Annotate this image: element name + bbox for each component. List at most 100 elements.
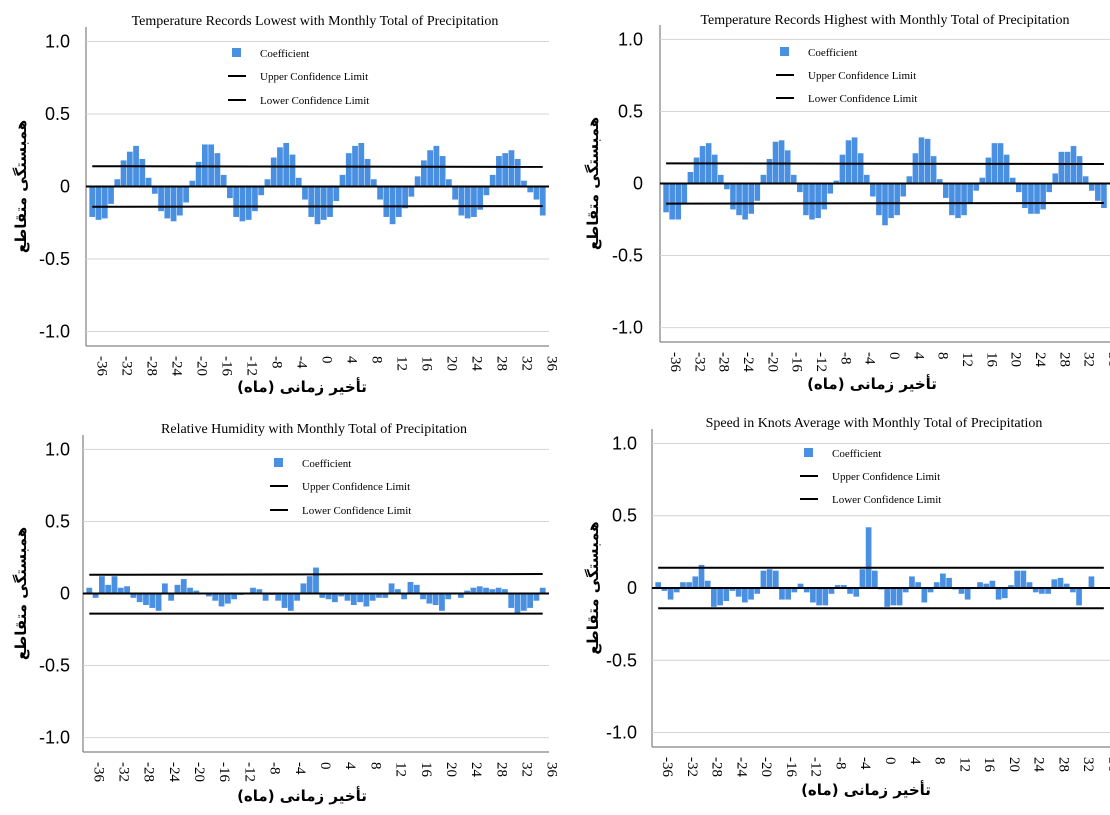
coefficient-bar [995,588,1002,600]
coefficient-bar [446,179,452,187]
coefficient-bar [224,593,231,604]
coefficient-bar [863,174,870,184]
coefficient-bar [1057,577,1064,588]
coefficient-bar [520,593,527,611]
x-tick-label: -24 [740,352,756,372]
x-tick-label: 20 [1006,757,1022,772]
coefficient-bar [195,161,202,187]
coefficient-bar [1020,570,1027,588]
legend-label: Coefficient [260,48,309,60]
x-tick-label: 4 [910,352,926,360]
coefficient-bar [527,593,534,608]
coefficient-bar [845,140,852,184]
coefficient-bar [673,588,680,593]
coefficient-bar [797,583,804,588]
x-tick-label: -32 [684,757,700,777]
coefficient-bar [955,183,961,219]
coefficient-bar [888,183,894,219]
y-tick-label: 0 [627,578,637,598]
coefficient-bar [859,569,866,588]
coefficient-bar [784,150,791,184]
y-axis-label: همبستگی متقاطع [12,120,30,253]
coefficient-bar [339,174,346,187]
legend-swatch-coefficient [232,48,241,57]
coefficient-bar [170,186,177,222]
x-tick-label: -12 [808,757,824,777]
coefficient-bar [924,138,931,184]
coefficient-bar [130,593,137,598]
coefficient-bar [1022,183,1028,208]
y-tick-label: -0.5 [612,246,643,266]
coefficient-bar [108,186,114,204]
coefficient-bar [320,186,327,220]
coefficient-bar [909,576,915,588]
chart-title: Speed in Knots Average with Monthly Tota… [706,416,1043,431]
coefficient-bar [816,588,822,606]
coefficient-bar [164,186,171,219]
coefficient-bar [314,186,321,225]
y-tick-label: 1.0 [618,29,643,49]
x-tick-label: 16 [981,757,997,773]
coefficient-bar [1051,579,1058,588]
coefficient-bar [1003,154,1010,184]
coefficient-bar [364,158,371,187]
coefficient-bar [256,589,263,594]
coefficient-bar [729,588,736,591]
coefficient-bar [675,183,682,220]
coefficient-bar [1009,177,1016,184]
coefficient-bar [151,186,158,194]
coefficient-bar [1063,583,1070,588]
coefficient-bar [669,183,675,220]
legend-label: Upper Confidence Limit [808,70,916,82]
coefficient-bar [871,570,878,588]
coefficient-bar [785,588,792,600]
coefficient-bar [174,584,181,594]
coefficient-bar [790,174,797,184]
coefficient-bar [766,159,773,184]
coefficient-bar [900,183,907,197]
coefficient-bar [778,140,785,184]
coefficient-bar [865,527,872,588]
coefficient-bar [502,153,509,187]
coefficient-bar [457,593,464,598]
coefficient-bar [313,567,319,594]
coefficient-bar [407,581,414,594]
coefficient-bar [857,153,864,184]
coefficient-bar [508,150,515,187]
coefficient-bar [458,186,465,216]
coefficient-bar [1082,176,1089,184]
coefficient-bar [489,589,496,594]
x-axis-label: تأخیر زمانی (ماه) [237,377,367,396]
coefficient-bar [420,160,427,187]
coefficient-bar [979,177,986,184]
coefficient-bar [161,583,168,594]
upper-confidence-line [666,162,1104,166]
x-tick-label: -36 [667,352,683,372]
coefficient-bar [977,582,983,588]
coefficient-bar [401,593,408,600]
coefficient-bar [92,593,99,598]
coefficient-bar [402,186,408,209]
coefficient-bar [748,588,754,600]
x-tick-label: 36 [544,356,560,372]
coefficient-bar [470,587,477,594]
x-tick-label: -12 [813,352,829,372]
chart-title: Relative Humidity with Monthly Total of … [161,422,467,437]
x-tick-label: -36 [659,757,675,777]
coefficient-bar [476,586,483,594]
coefficient-bar [828,588,835,594]
coefficient-bar [464,186,471,219]
coefficient-bar [471,186,477,217]
y-tick-label: 1.0 [45,439,70,459]
y-axis-label: همبستگی متقاطع [584,521,602,654]
coefficient-bar [973,183,980,191]
coefficient-bar [231,593,238,600]
coefficient-bar [427,150,433,187]
lower-confidence-line [666,201,1104,205]
coefficient-bar [754,588,761,594]
chart-panel-1: 1.0 0.5 0 -0.5 -1.0 -36 -32 -28 -24 -20 -16 -12 -8 -4… [12,14,560,396]
coefficient-bar [432,593,439,606]
lower-confidence-line [92,205,543,208]
coefficient-bar [896,588,903,606]
chart-panel-2: 1.0 0.5 0 -0.5 -1.0 -36 -32 -28 -24 -20 -16 -12 -8 -4… [584,13,1110,393]
